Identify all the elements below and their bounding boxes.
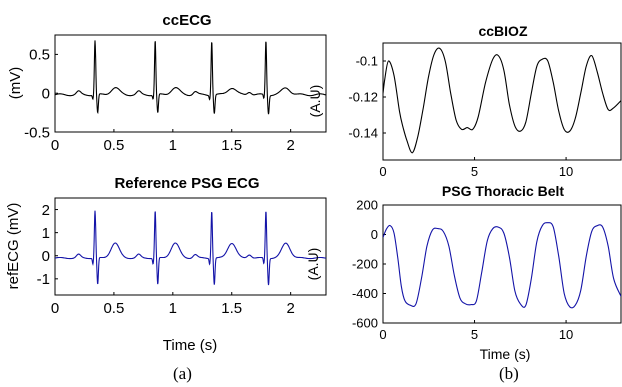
plot-frame — [54, 34, 327, 133]
series-line — [55, 210, 326, 286]
x-tick-label: 2 — [286, 137, 294, 154]
plot-frame — [54, 197, 327, 296]
plot-area: 0 0.5 1 1.5 2-0.500.5 — [24, 40, 326, 154]
y-tick-label: 0 — [42, 85, 50, 102]
x-tick-label: 0 — [51, 137, 59, 154]
series-line — [383, 47, 621, 154]
y-tick-label: -0.1 — [356, 54, 378, 69]
x-tick-label: 0 — [51, 300, 59, 317]
y-tick-label: -0.14 — [348, 126, 378, 141]
y-tick-label: 0 — [42, 248, 50, 265]
x-tick-label: 1 — [169, 137, 177, 154]
x-axis-label: Time (s) — [163, 337, 217, 354]
x-tick-label: 5 — [471, 164, 478, 179]
x-tick-label: 2 — [286, 300, 294, 317]
chart-psg-thoracic-belt: PSG Thoracic Belt 0 5 10 200 0 -200 -400 -600 (… — [305, 183, 622, 362]
x-tick-label: 0 — [379, 164, 386, 179]
plot-frame — [382, 42, 622, 161]
x-tick-label: 10 — [559, 164, 573, 179]
y-tick-label: 0 — [371, 227, 378, 242]
x-tick-label: 1.5 — [221, 137, 242, 154]
x-axis-label: Time (s) — [480, 346, 531, 362]
series-line — [55, 40, 326, 115]
y-tick-label: 200 — [356, 198, 378, 213]
y-tick-label: -1 — [37, 271, 50, 288]
plot-area: 0 5 10 200 0 -200 -400 -600 — [352, 198, 621, 342]
caption-a: (a) — [173, 364, 192, 383]
x-tick-label: 1 — [169, 300, 177, 317]
y-tick-label: -400 — [352, 286, 378, 301]
y-tick-label: 2 — [42, 202, 50, 219]
x-tick-label: 0 — [379, 327, 386, 342]
chart-title: Reference PSG ECG — [114, 175, 259, 192]
x-tick-label: 0.5 — [103, 137, 124, 154]
caption-b: (b) — [499, 364, 519, 383]
x-tick-label: 5 — [471, 327, 478, 342]
x-tick-label: 10 — [559, 327, 573, 342]
chart-ccbioz: ccBIOZ 0 5 10 -0.1 -0.12 -0.14 (A.U) — [307, 23, 622, 179]
y-axis-label: (A.U) — [305, 248, 321, 281]
y-tick-label: -600 — [352, 316, 378, 331]
y-tick-label: 0.5 — [29, 47, 50, 64]
chart-title: ccECG — [162, 12, 211, 29]
y-tick-label: -200 — [352, 257, 378, 272]
chart-title: ccBIOZ — [478, 23, 527, 39]
y-axis-label: refECG (mV) — [5, 203, 22, 290]
y-tick-label: -0.12 — [348, 90, 378, 105]
chart-title: PSG Thoracic Belt — [442, 183, 564, 199]
y-tick-label: -0.5 — [24, 124, 50, 141]
x-tick-label: 0.5 — [103, 300, 124, 317]
y-axis-label: (mV) — [7, 67, 24, 100]
series-line — [383, 222, 621, 309]
plot-area: 0 5 10 -0.1 -0.12 -0.14 — [348, 47, 621, 179]
chart-ccecg: ccECG 0 0.5 1 1.5 2-0.500.5 (mV) — [7, 12, 327, 154]
x-tick-label: 1.5 — [221, 300, 242, 317]
y-axis-label: (A.U) — [307, 85, 323, 118]
y-tick-label: 1 — [42, 225, 50, 242]
